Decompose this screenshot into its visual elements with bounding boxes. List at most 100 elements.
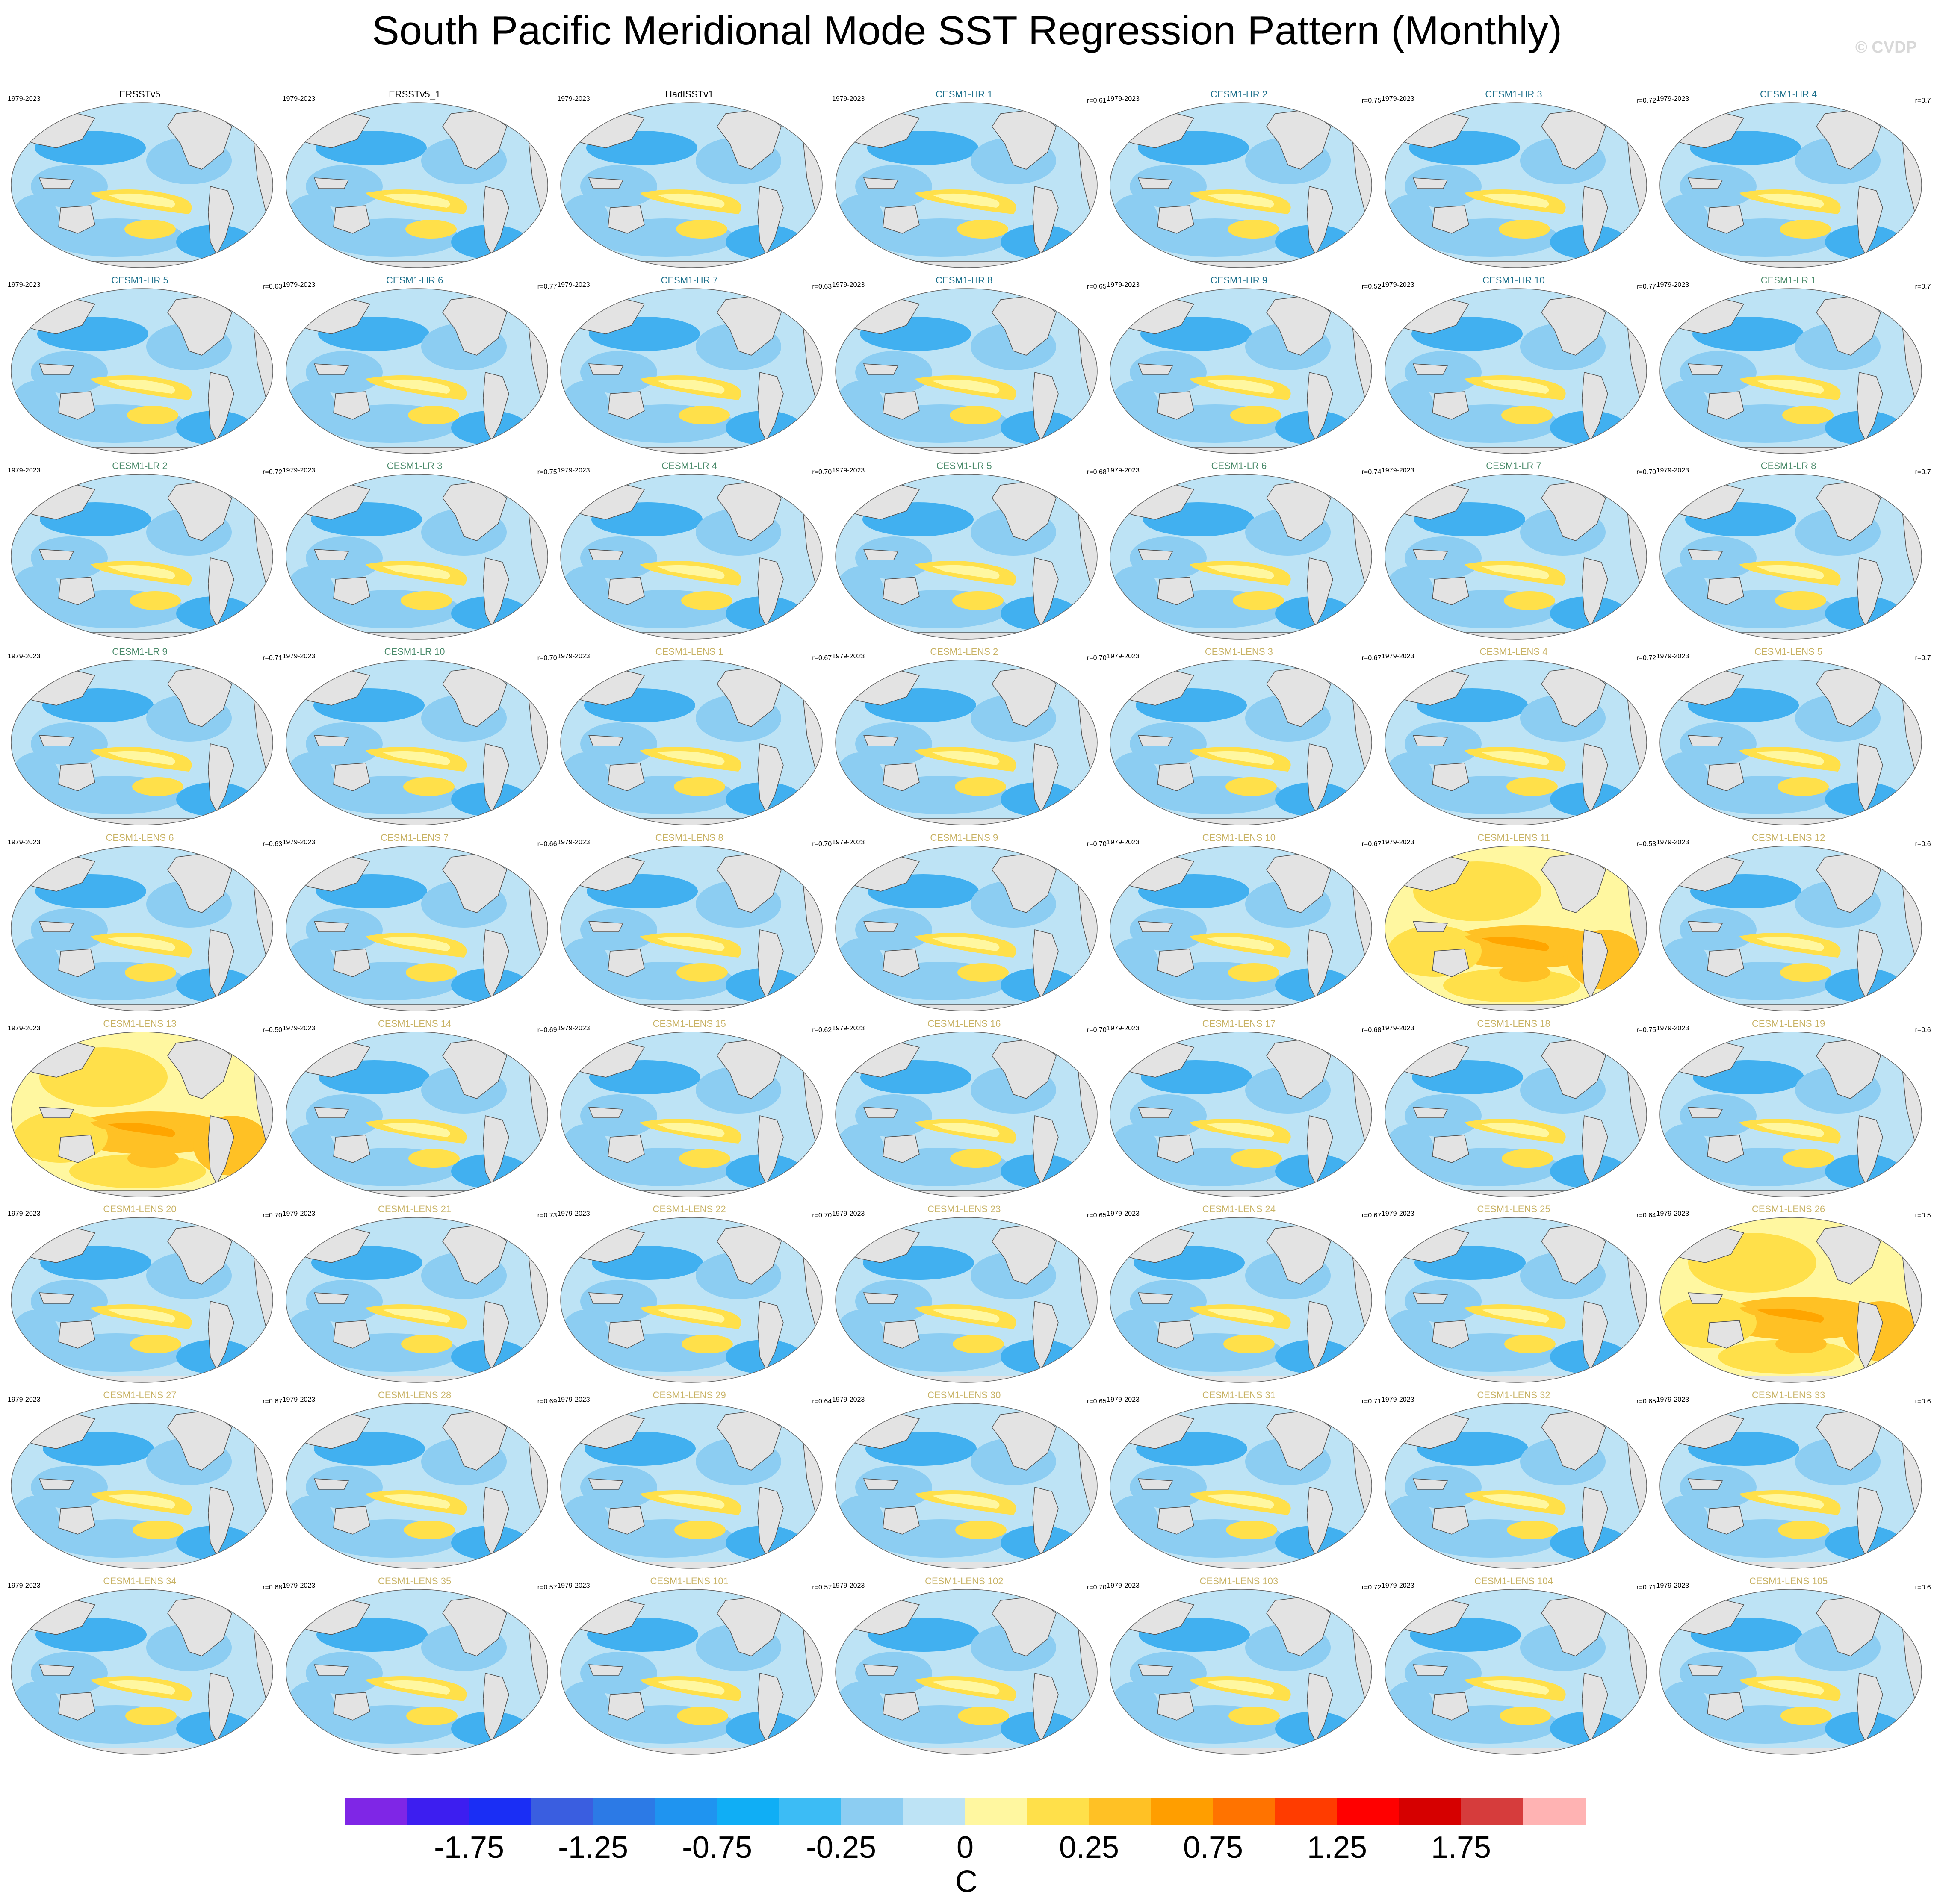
map-border xyxy=(11,1031,273,1197)
map-container xyxy=(284,1030,549,1199)
pattern-correlation: r=0.68 xyxy=(1087,469,1107,476)
panel-period: 1979-2023 xyxy=(8,1024,41,1032)
map-container xyxy=(1108,101,1373,269)
map-border xyxy=(835,1217,1098,1383)
pattern-correlation: r=0.66 xyxy=(537,840,557,848)
land-south-america xyxy=(208,1486,234,1556)
equatorial-warm-core xyxy=(1756,751,1824,766)
map-panel: CESM1-LENS 6 1979-2023 r=0.63 xyxy=(2,832,282,1018)
land-maritime-continent xyxy=(1138,735,1173,746)
land-maritime-continent xyxy=(1138,1106,1173,1118)
land-greenland xyxy=(240,476,262,499)
land-greenland xyxy=(1339,476,1361,499)
land-south-america xyxy=(1582,557,1608,628)
map-border xyxy=(1110,1031,1373,1197)
land-maritime-continent xyxy=(1687,1106,1723,1118)
land-australia xyxy=(333,1506,370,1535)
map-container xyxy=(1658,287,1923,455)
sst-map xyxy=(560,1031,823,1197)
south-pacific-warm-patch xyxy=(1228,1706,1280,1725)
panel-title: CESM1-LENS 25 xyxy=(1477,1204,1550,1215)
map-container xyxy=(559,287,824,455)
sst-map xyxy=(1659,474,1922,640)
land-antarctica xyxy=(1659,818,1922,825)
land-maritime-continent xyxy=(313,1292,349,1304)
map-panel: CESM1-LENS 13 1979-2023 r=0.50 xyxy=(2,1018,282,1204)
pattern-correlation: r=0.7 xyxy=(1915,97,1931,104)
south-pacific-warm-patch xyxy=(1779,220,1831,239)
panel-title: CESM1-LENS 11 xyxy=(1477,832,1550,843)
equatorial-warm-core xyxy=(1756,1123,1824,1137)
land-greenland xyxy=(514,1591,537,1614)
sst-map xyxy=(11,102,273,268)
south-pacific-warm-patch xyxy=(676,220,728,239)
pattern-correlation: r=0.63 xyxy=(263,283,282,290)
map-border xyxy=(1110,1589,1373,1755)
land-greenland xyxy=(1064,1034,1087,1056)
south-pacific-warm-patch xyxy=(1233,591,1284,610)
equatorial-warm-core xyxy=(1482,1123,1549,1137)
colorbar-swatch xyxy=(841,1798,904,1825)
land-maritime-continent xyxy=(863,735,898,746)
equatorial-warm-core xyxy=(108,565,175,580)
land-greenland xyxy=(1339,105,1361,127)
equatorial-warm-core xyxy=(1207,193,1274,208)
land-maritime-continent xyxy=(1412,177,1448,189)
land-south-america xyxy=(757,743,784,813)
land-south-america xyxy=(208,371,234,442)
equatorial-warm-core xyxy=(1207,1494,1274,1509)
land-australia xyxy=(1157,1320,1195,1349)
land-greenland xyxy=(240,1591,262,1614)
sst-map xyxy=(1385,660,1647,825)
pattern-correlation: r=0.72 xyxy=(1361,1583,1382,1591)
pattern-correlation: r=0.62 xyxy=(812,1026,832,1034)
south-pacific-warm-patch xyxy=(1228,220,1279,239)
map-container xyxy=(1383,1216,1648,1384)
colorbar-tick-label: 0.75 xyxy=(1183,1830,1243,1865)
map-container xyxy=(1383,844,1648,1013)
map-border xyxy=(1110,1403,1373,1569)
land-australia xyxy=(333,577,370,606)
land-australia xyxy=(608,1692,645,1721)
colorbar-swatch xyxy=(903,1798,966,1825)
panel-title: CESM1-HR 4 xyxy=(1760,89,1817,100)
pattern-correlation: r=0.57 xyxy=(537,1583,557,1591)
map-container xyxy=(559,658,824,827)
colorbar-swatch xyxy=(593,1798,655,1825)
map-container xyxy=(834,1402,1099,1570)
land-maritime-continent xyxy=(1412,549,1448,561)
panel-title: CESM1-LENS 18 xyxy=(1477,1018,1550,1029)
land-greenland xyxy=(1888,1591,1911,1614)
south-pacific-warm-patch xyxy=(1225,777,1277,796)
pattern-correlation: r=0.64 xyxy=(812,1397,832,1405)
pattern-correlation: r=0.68 xyxy=(263,1583,282,1591)
pattern-correlation: r=0.75 xyxy=(537,469,557,476)
land-greenland xyxy=(789,1591,812,1614)
land-greenland xyxy=(1339,1220,1361,1242)
land-australia xyxy=(333,949,370,977)
sst-map xyxy=(1385,474,1647,640)
south-pacific-warm-patch xyxy=(1502,1149,1553,1168)
pattern-correlation: r=0.67 xyxy=(1361,840,1382,848)
south-pacific-warm-patch xyxy=(1501,405,1553,424)
map-border xyxy=(1110,474,1373,640)
panel-period: 1979-2023 xyxy=(1107,467,1140,475)
map-container xyxy=(1108,287,1373,455)
sst-map xyxy=(835,288,1098,454)
land-greenland xyxy=(789,848,812,870)
land-antarctica xyxy=(561,1747,823,1754)
south-pacific-warm-patch xyxy=(125,1706,177,1725)
equatorial-warm-core xyxy=(382,379,450,394)
land-greenland xyxy=(1064,1591,1087,1614)
pattern-correlation: r=0.7 xyxy=(1915,654,1931,662)
land-maritime-continent xyxy=(588,920,624,932)
land-australia xyxy=(1707,577,1744,606)
land-greenland xyxy=(1064,105,1087,127)
equatorial-warm-core xyxy=(1482,193,1549,208)
sst-map xyxy=(285,1031,548,1197)
map-container xyxy=(834,1588,1099,1756)
panel-title: CESM1-LENS 22 xyxy=(653,1204,726,1215)
map-panel: CESM1-LENS 35 1979-2023 r=0.57 xyxy=(277,1576,557,1761)
colorbar-swatch xyxy=(1523,1798,1586,1825)
